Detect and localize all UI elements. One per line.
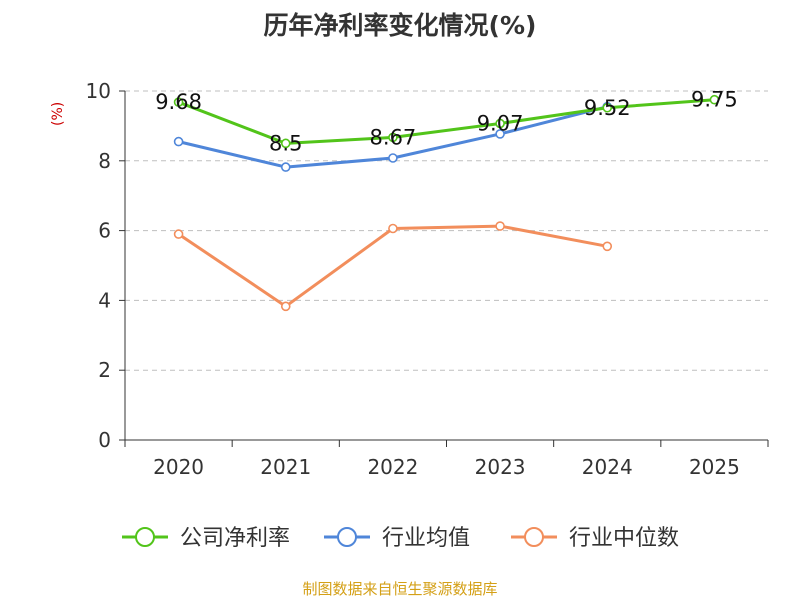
data-label: 8.5 [269,131,302,155]
data-point [495,129,505,139]
data-label: 9.52 [584,96,631,120]
data-point [602,241,613,252]
series-lines [173,94,720,312]
data-label: 9.75 [691,88,738,112]
series-line [178,98,715,145]
data-point [173,229,184,239]
x-tick-label: 2022 [367,455,418,479]
x-tick-label: 2021 [260,455,311,479]
data-labels: 9.68 8.5 8.67 9.07 9.52 9.75 [155,88,738,156]
x-tick-label: 2024 [582,455,633,479]
y-tick-label: 8 [98,149,111,173]
legend-marker [524,527,544,547]
x-tick-label: 2020 [153,455,204,479]
data-point [602,102,613,113]
legend-item[interactable]: 行业均值 [324,526,470,551]
data-label: 9.07 [477,111,524,135]
legend: 公司净利率 行业均值 行业中位数 [122,526,679,551]
data-point [495,221,505,231]
y-tick-label: 10 [86,79,111,103]
legend-label: 行业中位数 [569,526,679,551]
y-tick-label: 0 [98,428,111,452]
legend-label: 公司净利率 [180,526,290,551]
legend-marker [135,527,155,547]
legend-item[interactable]: 公司净利率 [122,526,290,551]
data-point [388,223,398,234]
data-point [388,132,398,143]
legend-label: 行业均值 [382,526,470,551]
axes: 0 2 4 6 8 10 2020 2021 2022 2023 2024 2025 [86,79,769,479]
series-line [177,224,608,308]
legend-marker [337,527,357,547]
data-point [280,162,291,172]
data-label: 8.67 [370,125,417,149]
y-tick-label: 6 [98,219,111,243]
y-tick-label: 4 [98,288,111,312]
data-point [388,153,398,163]
source-note: 制图数据来自恒生聚源数据库 [302,580,498,598]
data-label: 9.68 [155,90,202,114]
grid-lines [125,90,768,371]
x-tick-label: 2023 [475,455,526,479]
data-point [173,97,184,107]
chart-title: 历年净利率变化情况(%) [263,11,537,40]
legend-item[interactable]: 行业中位数 [511,526,679,551]
data-point [495,118,505,129]
data-point [709,94,720,105]
data-point [280,138,291,149]
data-point [280,301,291,312]
y-tick-label: 2 [98,358,111,382]
data-point [173,136,184,147]
x-tick-label: 2025 [689,455,740,479]
